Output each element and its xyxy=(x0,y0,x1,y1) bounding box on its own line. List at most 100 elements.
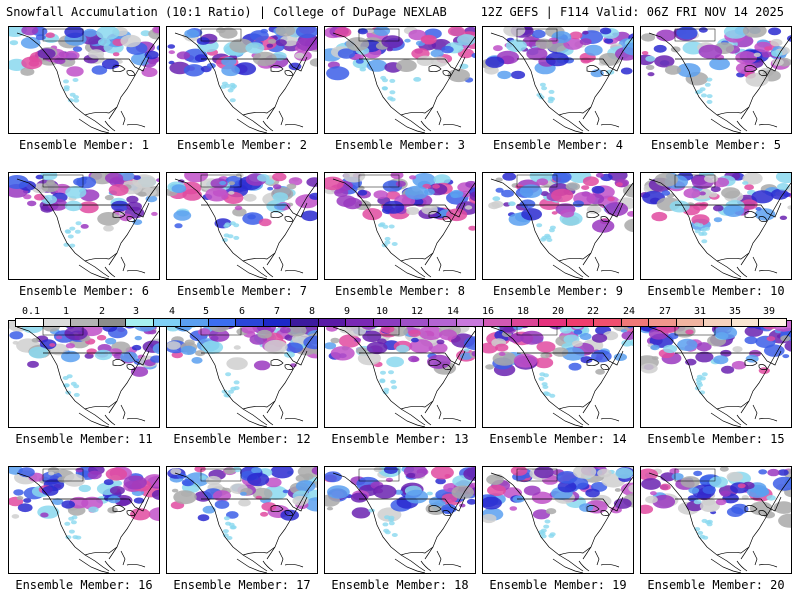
legend-swatch xyxy=(704,319,732,326)
ensemble-member-label: Ensemble Member: 3 xyxy=(334,138,466,152)
legend-tick-label: 8 xyxy=(308,306,316,317)
ensemble-map-panel xyxy=(166,320,318,428)
snowfall-map xyxy=(9,321,159,427)
ensemble-member-label: Ensemble Member: 9 xyxy=(492,284,624,298)
ensemble-map-panel xyxy=(8,172,160,280)
snowfall-map xyxy=(167,467,317,573)
ensemble-map-panel xyxy=(166,172,318,280)
ensemble-map-panel xyxy=(482,26,634,134)
ensemble-member-label: Ensemble Member: 18 xyxy=(331,578,469,592)
legend-swatch xyxy=(236,319,264,326)
ensemble-map-panel xyxy=(482,172,634,280)
ensemble-map-panel xyxy=(324,466,476,574)
legend-swatch xyxy=(676,319,705,326)
ensemble-map-panel xyxy=(8,26,160,134)
snowfall-map xyxy=(641,173,791,279)
legend-tick-label: 12 xyxy=(410,306,424,317)
legend-tick-label: 9 xyxy=(343,306,351,317)
legend-tick-label: 0.1 xyxy=(21,306,41,317)
snowfall-map xyxy=(483,321,633,427)
ensemble-member-label: Ensemble Member: 20 xyxy=(647,578,785,592)
legend-swatch xyxy=(539,319,567,326)
ensemble-map-panel xyxy=(8,466,160,574)
legend-tick-label: 3 xyxy=(132,306,140,317)
legend-swatch xyxy=(594,319,622,326)
snowfall-map xyxy=(167,321,317,427)
legend-tick-label: 4 xyxy=(168,306,176,317)
legend-swatch xyxy=(181,319,209,326)
snowfall-map xyxy=(167,173,317,279)
legend-tick-label: 6 xyxy=(238,306,246,317)
ensemble-member-label: Ensemble Member: 19 xyxy=(489,578,627,592)
ensemble-member-label: Ensemble Member: 13 xyxy=(331,432,469,446)
legend-swatch xyxy=(428,319,457,326)
ensemble-member-label: Ensemble Member: 12 xyxy=(173,432,311,446)
ensemble-map-panel xyxy=(324,172,476,280)
legend-swatch xyxy=(346,319,374,326)
legend-colorbar xyxy=(15,318,787,327)
legend-swatch xyxy=(98,319,127,326)
snowfall-map xyxy=(641,467,791,573)
snowfall-map xyxy=(325,27,475,133)
legend-swatch xyxy=(511,319,540,326)
ensemble-member-label: Ensemble Member: 7 xyxy=(176,284,308,298)
legend-swatch xyxy=(318,319,347,326)
ensemble-map-panel xyxy=(482,466,634,574)
ensemble-member-label: Ensemble Member: 4 xyxy=(492,138,624,152)
legend-tick-label: 27 xyxy=(658,306,672,317)
ensemble-map-panel xyxy=(166,26,318,134)
legend-tick-label: 1 xyxy=(62,306,70,317)
ensemble-member-label: Ensemble Member: 14 xyxy=(489,432,627,446)
header-title: Snowfall Accumulation (10:1 Ratio) | Col… xyxy=(6,5,447,19)
ensemble-member-label: Ensemble Member: 15 xyxy=(647,432,785,446)
snowfall-map xyxy=(641,321,791,427)
legend-swatch xyxy=(373,319,402,326)
legend-tick-label: 35 xyxy=(728,306,742,317)
ensemble-member-label: Ensemble Member: 6 xyxy=(18,284,150,298)
ensemble-map-panel xyxy=(640,466,792,574)
ensemble-member-label: Ensemble Member: 5 xyxy=(650,138,782,152)
ensemble-member-label: Ensemble Member: 2 xyxy=(176,138,308,152)
ensemble-map-panel xyxy=(324,320,476,428)
ensemble-member-label: Ensemble Member: 1 xyxy=(18,138,150,152)
legend-tick-label: 20 xyxy=(551,306,565,317)
ensemble-member-label: Ensemble Member: 10 xyxy=(647,284,785,298)
snowfall-map xyxy=(167,27,317,133)
legend-tick-label: 2 xyxy=(98,306,106,317)
ensemble-member-label: Ensemble Member: 16 xyxy=(15,578,153,592)
ensemble-member-label: Ensemble Member: 8 xyxy=(334,284,466,298)
legend-tick-label: 18 xyxy=(516,306,530,317)
ensemble-map-panel xyxy=(8,320,160,428)
snowfall-map xyxy=(483,27,633,133)
snowfall-map xyxy=(9,173,159,279)
legend-tick-label: 10 xyxy=(375,306,389,317)
legend-swatch xyxy=(263,319,292,326)
legend-tick-label: 31 xyxy=(693,306,707,317)
legend-swatch xyxy=(126,319,154,326)
legend-tick-label: 24 xyxy=(622,306,636,317)
ensemble-map-panel xyxy=(640,26,792,134)
snowfall-map xyxy=(325,173,475,279)
legend-swatch xyxy=(71,319,99,326)
legend-tick-label: 14 xyxy=(446,306,460,317)
snowfall-map xyxy=(483,467,633,573)
legend-swatch xyxy=(291,319,319,326)
legend-swatch xyxy=(43,319,72,326)
legend-swatch xyxy=(208,319,237,326)
legend-swatch xyxy=(731,319,760,326)
ensemble-member-label: Ensemble Member: 17 xyxy=(173,578,311,592)
legend-swatch xyxy=(621,319,650,326)
legend-swatch xyxy=(153,319,182,326)
ensemble-map-panel xyxy=(324,26,476,134)
legend-tick-label: 39 xyxy=(762,306,776,317)
legend-swatch xyxy=(16,319,44,326)
legend-tick-label: 5 xyxy=(202,306,210,317)
ensemble-map-panel xyxy=(640,320,792,428)
snowfall-map xyxy=(325,467,475,573)
header-run-info: 12Z GEFS | F114 Valid: 06Z FRI NOV 14 20… xyxy=(480,5,784,19)
legend-swatch xyxy=(759,319,786,326)
legend-swatch xyxy=(649,319,677,326)
snowfall-map xyxy=(9,467,159,573)
snowfall-map xyxy=(9,27,159,133)
ensemble-map-panel xyxy=(166,466,318,574)
